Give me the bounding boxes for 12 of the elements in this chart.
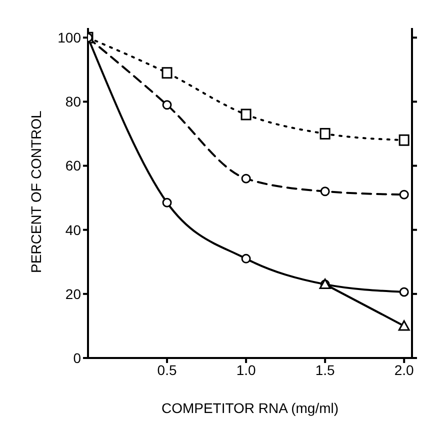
y-tick-label: 100 — [58, 30, 82, 46]
x-tick-label: 0.5 — [157, 362, 177, 378]
y-tick-label: 80 — [65, 94, 82, 110]
y-tick-label: 40 — [65, 222, 82, 238]
y-tick-label: 0 — [73, 350, 82, 366]
x-tick-label: 1.5 — [315, 362, 336, 378]
y-tick-label: 60 — [65, 158, 82, 174]
x-axis-title: COMPETITOR RNA (mg/ml) — [161, 400, 339, 416]
y-tick-label: 20 — [65, 286, 82, 302]
y-axis-title: PERCENT OF CONTROL — [28, 110, 44, 273]
x-tick-label: 2.0 — [394, 362, 414, 378]
x-tick-label: 1.0 — [236, 362, 256, 378]
